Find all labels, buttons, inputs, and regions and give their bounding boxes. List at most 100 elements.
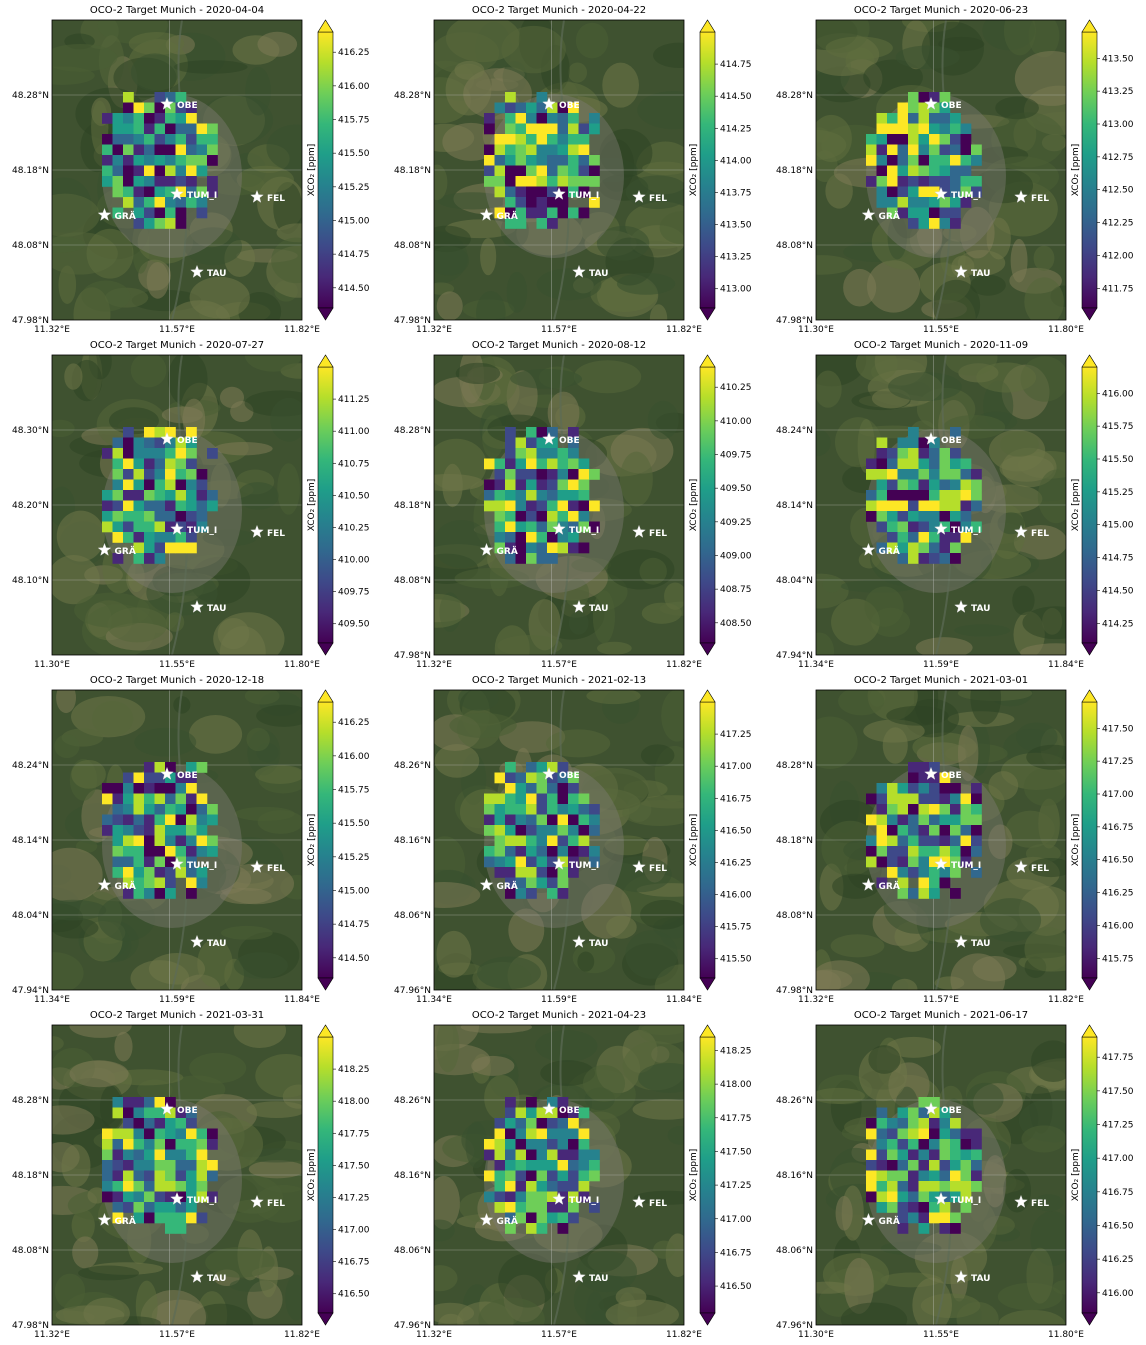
grid-cell [154,846,166,857]
grid-cell [568,500,579,512]
grid-cell [876,1191,888,1203]
grid-cell [568,437,579,449]
grid-cell [494,165,506,177]
grid-cell [908,469,919,480]
grid-cell [175,835,187,847]
grid-cell [929,176,940,187]
grid-cell [589,1160,600,1171]
grid-cell [133,1212,145,1224]
site-label: TUM_I [187,861,217,871]
grid-cell [526,207,537,219]
grid-cell [515,1191,527,1203]
colorbar-tick-label: 416.25 [1102,1255,1134,1265]
grid-cell [950,867,961,878]
colorbar-tick-label: 413.00 [720,285,752,295]
grid-cell [536,532,548,543]
grid-cell [133,197,145,208]
grid-cell [102,155,113,166]
y-tick-label: 48.28°N [394,426,431,436]
grid-cell [505,155,516,166]
grid-cell [133,804,145,815]
heatmap-chart: OCO-2 Target Munich - 2020-07-27OBETUM_I… [12,340,370,670]
grid-cell [484,1139,495,1150]
grid-cell [494,1160,506,1171]
grid-cell [144,772,155,784]
grid-cell [918,888,930,899]
grid-cell [144,155,155,166]
grid-cell [939,448,951,459]
grid-cell [196,1139,208,1150]
grid-cell [165,207,176,219]
grid-cell [960,1149,972,1161]
grid-cell [939,835,951,847]
grid-cell [929,877,940,889]
grid-cell [876,1128,888,1140]
colorbar-tick-label: 416.25 [338,718,370,728]
grid-cell [897,835,909,847]
grid-cell [876,1139,888,1150]
grid-cell [526,1128,537,1140]
colorbar-tick-label: 416.75 [338,1258,370,1268]
grid-cell [123,867,134,878]
y-tick-label: 48.08°N [12,241,49,251]
grid-cell [568,1118,579,1129]
grid-cell [123,123,134,135]
grid-cell [887,1202,898,1213]
site-label: GRÄ [115,546,136,557]
grid-cell [175,448,187,459]
site-star-icon [250,189,264,203]
site-label: TUM_I [569,861,599,871]
grid-cell [950,532,961,543]
x-tick-label: 11.34°E [34,995,70,1005]
grid-cell [133,846,145,857]
colorbar-label: XCO₂ [ppm] [689,814,699,867]
grid-cell [950,1191,961,1203]
grid-cell [207,804,218,815]
grid-cell [505,1212,516,1224]
grid-cell [102,113,113,124]
grid-cell [196,877,208,889]
grid-cell [144,542,155,554]
grid-cell [154,197,166,208]
grid-cell [876,846,888,857]
grid-cell [207,144,218,156]
grid-cell [536,490,548,501]
grid-cell [505,814,516,826]
grid-cell [186,793,197,805]
grid-cell [175,207,187,219]
grid-cell [133,532,145,543]
grid-cell [515,165,527,177]
grid-cell [939,490,951,501]
grid-cell [918,1223,930,1234]
grid-cell [568,102,579,114]
grid-cell [950,155,961,166]
grid-cell [154,123,166,135]
grid-cell [165,92,176,103]
grid-cell [971,186,982,198]
site-star-icon [97,1212,112,1226]
colorbar-tick-label: 417.75 [720,1114,752,1124]
grid-cell [123,176,134,187]
grid-cell [557,458,569,470]
grid-cell [939,1202,951,1213]
grid-cell [515,134,527,145]
grid-cell [196,793,208,805]
grid-cell [918,176,930,187]
grid-cell [526,144,537,156]
grid-cell [939,793,951,805]
x-tick-label: 11.82°E [1048,995,1084,1005]
grid-cell [154,1160,166,1171]
colorbar: 410.25410.00409.75409.50409.25409.00408.… [699,354,752,656]
grid-cell [102,1170,113,1182]
site-label: TAU [971,269,990,279]
y-tick-label: 47.94°N [12,986,49,996]
grid-cell [154,1181,166,1192]
site-star-icon [160,431,174,445]
colorbar-tick-label: 412.00 [1102,251,1134,261]
grid-cell [165,479,176,491]
grid-cell [102,814,113,826]
grid-cell [526,532,537,543]
grid-cell [133,186,145,198]
grid-cell [207,123,218,135]
site-star-icon [632,524,646,538]
